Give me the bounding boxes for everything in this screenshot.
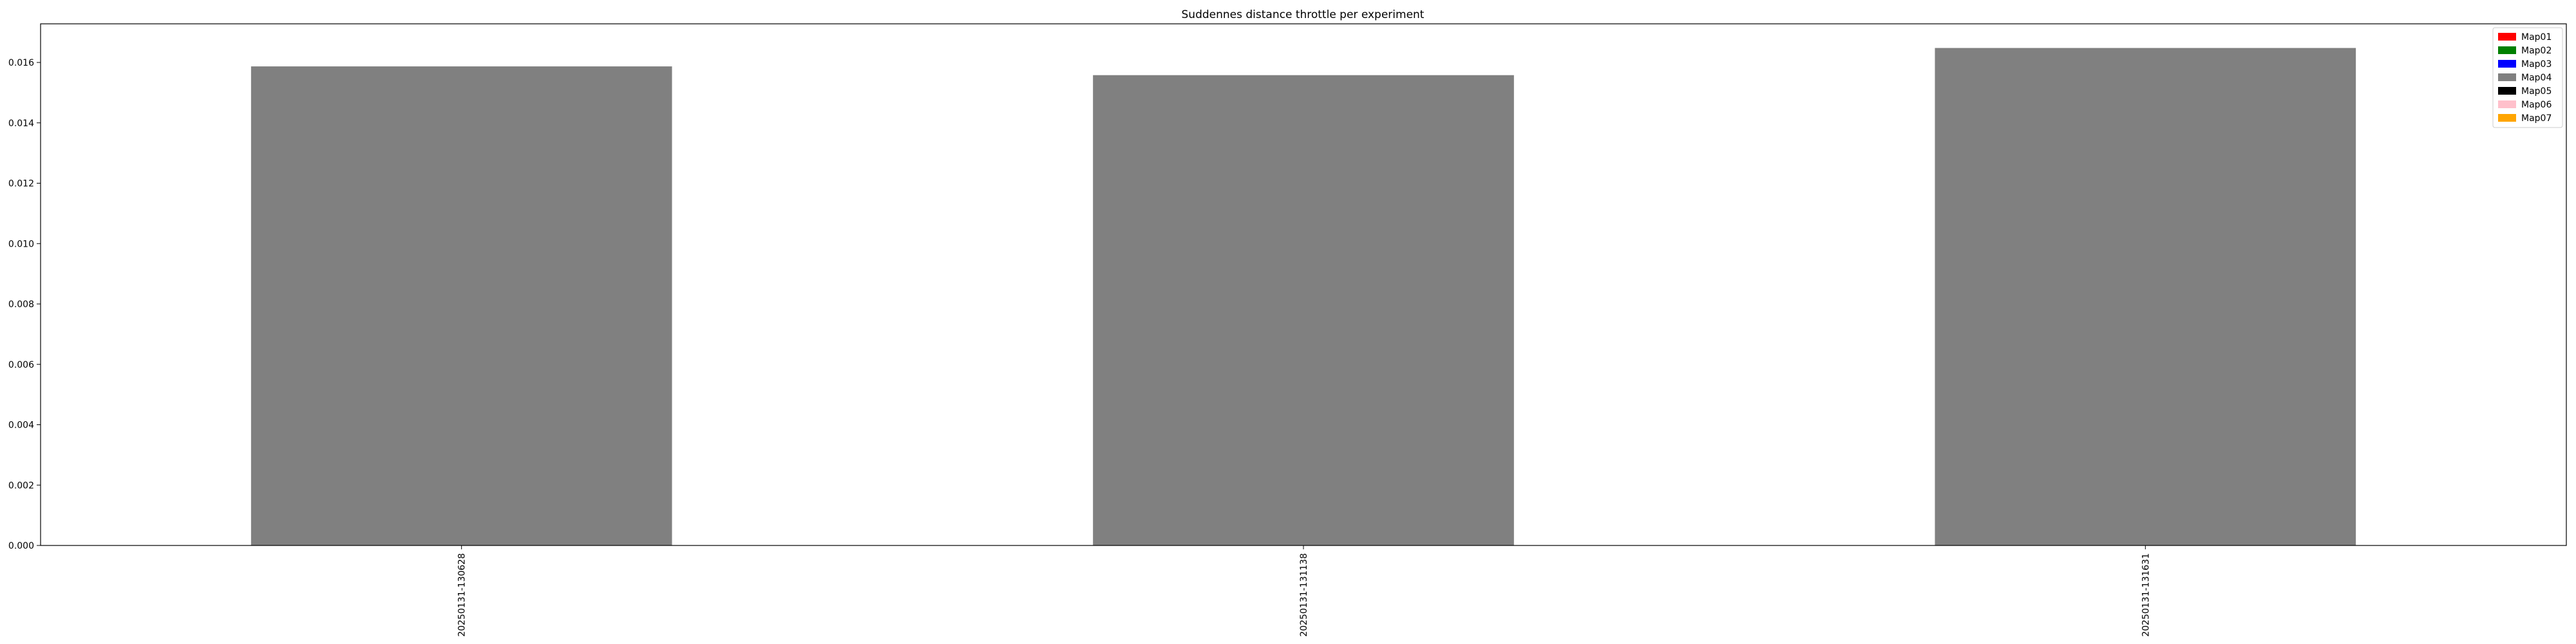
legend-swatch-map07 bbox=[2498, 114, 2516, 122]
bar-map04-3 bbox=[1935, 48, 2356, 545]
legend-label-map05: Map05 bbox=[2521, 86, 2552, 97]
y-tick-label: 0.002 bbox=[8, 480, 34, 491]
legend-label-map06: Map06 bbox=[2521, 100, 2552, 110]
legend-swatch-map02 bbox=[2498, 46, 2516, 54]
legend-swatch-map03 bbox=[2498, 60, 2516, 68]
legend-label-map01: Map01 bbox=[2521, 32, 2552, 43]
x-tick-label: 20250131-131138 bbox=[1299, 553, 1309, 637]
x-tick-label: 20250131-130628 bbox=[457, 553, 468, 637]
legend-label-map03: Map03 bbox=[2521, 59, 2552, 70]
legend-label-map07: Map07 bbox=[2521, 113, 2552, 124]
x-axis: 20250131-130628 20250131-131138 20250131-1… bbox=[457, 545, 2151, 637]
y-tick-label: 0.012 bbox=[8, 179, 34, 189]
legend-swatch-map01 bbox=[2498, 33, 2516, 41]
bar-map04-2 bbox=[1093, 75, 1514, 545]
y-tick-label: 0.000 bbox=[8, 541, 34, 551]
x-tick-label: 20250131-131631 bbox=[2141, 553, 2151, 637]
y-tick-label: 0.004 bbox=[8, 421, 34, 431]
plot-area bbox=[40, 23, 2567, 546]
legend-swatch-map04 bbox=[2498, 73, 2516, 81]
y-tick-label: 0.010 bbox=[8, 239, 34, 249]
y-axis: 0.000 0.002 0.004 0.006 0.008 0.010 0.012 0.014… bbox=[8, 58, 41, 551]
legend-swatch-map06 bbox=[2498, 100, 2516, 108]
legend-label-map02: Map02 bbox=[2521, 46, 2552, 56]
legend: Map01 Map02 Map03 Map04 Map05 Map06 Map07 bbox=[2492, 27, 2563, 128]
legend-swatch-map05 bbox=[2498, 87, 2516, 95]
legend-label-map04: Map04 bbox=[2521, 73, 2552, 83]
bar-map04-1 bbox=[251, 66, 672, 545]
chart-title: Suddennes distance throttle per experime… bbox=[1182, 8, 1425, 21]
y-tick-label: 0.014 bbox=[8, 118, 34, 129]
y-tick-label: 0.008 bbox=[8, 299, 34, 310]
y-tick-label: 0.006 bbox=[8, 360, 34, 370]
y-tick-label: 0.016 bbox=[8, 58, 34, 68]
